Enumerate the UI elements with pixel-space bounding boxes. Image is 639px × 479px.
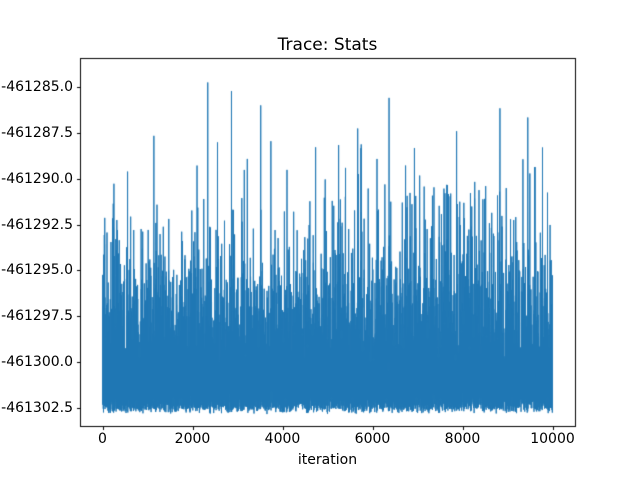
x-axis-label: iteration: [297, 452, 358, 468]
y-tick-label: -461292.5: [1, 216, 73, 233]
y-tick-label: -461287.5: [1, 125, 73, 142]
y-tick-label: -461302.5: [1, 399, 73, 416]
x-tick-label: 8000: [444, 431, 481, 447]
x-tick-label: 6000: [354, 431, 391, 447]
x-tick-label: 10000: [530, 431, 575, 447]
chart-title: Trace: Stats: [277, 35, 378, 55]
y-tick-label: -461300.0: [1, 353, 73, 370]
y-tick-label: -461290.0: [1, 170, 73, 187]
x-tick-label: 2000: [174, 431, 211, 447]
x-tick-label: 0: [98, 431, 107, 447]
y-tick-label: -461295.0: [1, 262, 73, 279]
y-tick-label: -461285.0: [1, 79, 73, 96]
y-tick-label: -461297.5: [1, 308, 73, 325]
x-tick-label: 4000: [264, 431, 301, 447]
